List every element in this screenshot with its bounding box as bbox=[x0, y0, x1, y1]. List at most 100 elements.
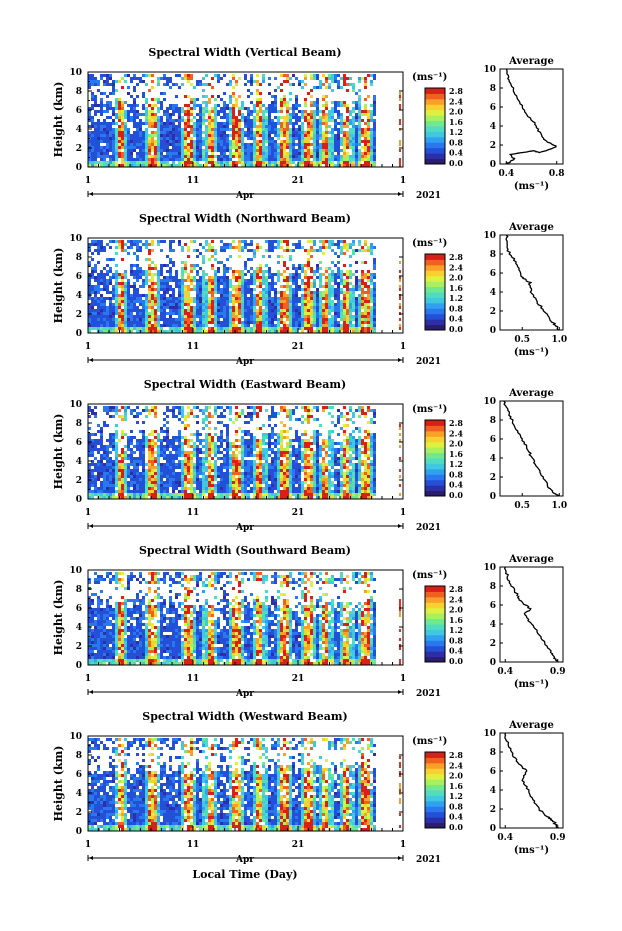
colorbar-tick-label: 1.2 bbox=[449, 459, 463, 469]
y-tick-label: 2 bbox=[76, 642, 82, 652]
colorbar-tick-label: 0.0 bbox=[449, 324, 463, 334]
month-label: Apr bbox=[235, 855, 254, 865]
y-tick-label: 10 bbox=[69, 68, 82, 78]
average-x-tick-label: 0.9 bbox=[550, 833, 566, 843]
month-label: Apr bbox=[235, 191, 254, 201]
colorbar-tick-label: 0.4 bbox=[449, 480, 463, 490]
average-y-tick-label: 2 bbox=[490, 307, 496, 317]
colorbar bbox=[424, 87, 446, 165]
y-axis-label: Height (km) bbox=[52, 82, 65, 158]
average-profile-line bbox=[503, 400, 561, 497]
average-x-label: (ms⁻¹) bbox=[514, 347, 549, 358]
year-label: 2021 bbox=[416, 523, 441, 533]
figure-xlabel: Local Time (Day) bbox=[192, 868, 297, 881]
average-y-tick-label: 10 bbox=[483, 231, 496, 241]
average-y-tick-label: 4 bbox=[490, 620, 496, 630]
colorbar-tick-label: 0.4 bbox=[449, 646, 463, 656]
colorbar-tick-label: 0.0 bbox=[449, 656, 463, 666]
colorbar-tick-label: 0.4 bbox=[449, 812, 463, 822]
x-tick-label: 21 bbox=[292, 508, 305, 518]
y-tick-label: 6 bbox=[76, 770, 82, 780]
x-tick-label: 21 bbox=[292, 342, 305, 352]
panel-title: Spectral Width (Eastward Beam) bbox=[144, 378, 346, 391]
average-title: Average bbox=[508, 554, 554, 565]
x-tick-label: 11 bbox=[187, 508, 200, 518]
y-tick-label: 0 bbox=[76, 495, 82, 505]
x-tick-label: 1 bbox=[400, 508, 406, 518]
x-tick-label: 1 bbox=[85, 508, 91, 518]
average-y-tick-label: 2 bbox=[490, 473, 496, 483]
colorbar bbox=[424, 585, 446, 663]
average-y-tick-label: 8 bbox=[490, 84, 496, 94]
average-y-tick-label: 2 bbox=[490, 805, 496, 815]
panel-title: Spectral Width (Northward Beam) bbox=[139, 212, 351, 225]
x-tick-label: 1 bbox=[85, 674, 91, 684]
average-y-tick-label: 10 bbox=[483, 65, 496, 75]
colorbar-tick-label: 0.0 bbox=[449, 490, 463, 500]
average-y-tick-label: 10 bbox=[483, 729, 496, 739]
heatmap bbox=[88, 406, 401, 499]
y-tick-label: 4 bbox=[76, 125, 82, 135]
average-title: Average bbox=[508, 222, 554, 233]
average-y-tick-label: 0 bbox=[490, 160, 496, 170]
y-tick-label: 0 bbox=[76, 163, 82, 173]
colorbar-tick-label: 2.4 bbox=[449, 96, 463, 106]
y-tick-label: 8 bbox=[76, 87, 82, 97]
year-label: 2021 bbox=[416, 191, 441, 201]
y-tick-label: 0 bbox=[76, 827, 82, 837]
panel-3: Spectral Width (Eastward Beam)0246810Hei… bbox=[52, 378, 567, 533]
panel-title: Spectral Width (Vertical Beam) bbox=[148, 46, 341, 59]
average-y-tick-label: 6 bbox=[490, 269, 496, 279]
colorbar-tick-label: 1.6 bbox=[449, 117, 463, 127]
panel-4: Spectral Width (Southward Beam)0246810He… bbox=[52, 544, 566, 699]
colorbar-tick-label: 2.0 bbox=[449, 273, 463, 283]
colorbar-tick-label: 2.8 bbox=[449, 750, 463, 760]
month-label: Apr bbox=[235, 357, 254, 367]
average-x-label: (ms⁻¹) bbox=[514, 845, 549, 856]
y-tick-label: 2 bbox=[76, 144, 82, 154]
average-y-tick-label: 4 bbox=[490, 288, 496, 298]
colorbar-tick-label: 2.0 bbox=[449, 771, 463, 781]
average-y-tick-label: 2 bbox=[490, 141, 496, 151]
average-y-tick-label: 0 bbox=[490, 326, 496, 336]
average-frame bbox=[499, 400, 564, 497]
colorbar-unit: (ms⁻¹) bbox=[412, 404, 447, 415]
average-y-tick-label: 8 bbox=[490, 250, 496, 260]
x-tick-label: 21 bbox=[292, 840, 305, 850]
colorbar-tick-label: 0.8 bbox=[449, 303, 463, 313]
x-tick-label: 1 bbox=[85, 176, 91, 186]
y-tick-label: 6 bbox=[76, 438, 82, 448]
x-tick-label: 1 bbox=[85, 840, 91, 850]
y-axis-label: Height (km) bbox=[52, 414, 65, 490]
y-tick-label: 8 bbox=[76, 751, 82, 761]
average-y-tick-label: 4 bbox=[490, 122, 496, 132]
average-x-tick-label: 0.4 bbox=[497, 667, 513, 677]
average-frame bbox=[499, 732, 564, 829]
y-tick-label: 10 bbox=[69, 400, 82, 410]
y-axis-label: Height (km) bbox=[52, 746, 65, 822]
average-title: Average bbox=[508, 720, 554, 731]
y-tick-label: 0 bbox=[76, 661, 82, 671]
year-label: 2021 bbox=[416, 855, 441, 865]
average-title: Average bbox=[508, 388, 554, 399]
x-tick-label: 1 bbox=[400, 342, 406, 352]
colorbar-unit: (ms⁻¹) bbox=[412, 238, 447, 249]
panel-2: Spectral Width (Northward Beam)0246810He… bbox=[52, 212, 567, 367]
year-label: 2021 bbox=[416, 357, 441, 367]
colorbar-tick-label: 1.6 bbox=[449, 449, 463, 459]
colorbar-tick-label: 2.4 bbox=[449, 760, 463, 770]
average-y-tick-label: 0 bbox=[490, 824, 496, 834]
colorbar-tick-label: 0.4 bbox=[449, 148, 463, 158]
heatmap bbox=[88, 572, 401, 665]
average-y-tick-label: 6 bbox=[490, 767, 496, 777]
y-tick-label: 8 bbox=[76, 253, 82, 263]
average-y-tick-label: 2 bbox=[490, 639, 496, 649]
month-label: Apr bbox=[235, 689, 254, 699]
colorbar-tick-label: 0.8 bbox=[449, 635, 463, 645]
colorbar-unit: (ms⁻¹) bbox=[412, 72, 447, 83]
y-tick-label: 4 bbox=[76, 457, 82, 467]
x-tick-label: 11 bbox=[187, 840, 200, 850]
average-profile-line bbox=[505, 234, 559, 331]
x-tick-label: 21 bbox=[292, 176, 305, 186]
average-y-tick-label: 0 bbox=[490, 492, 496, 502]
